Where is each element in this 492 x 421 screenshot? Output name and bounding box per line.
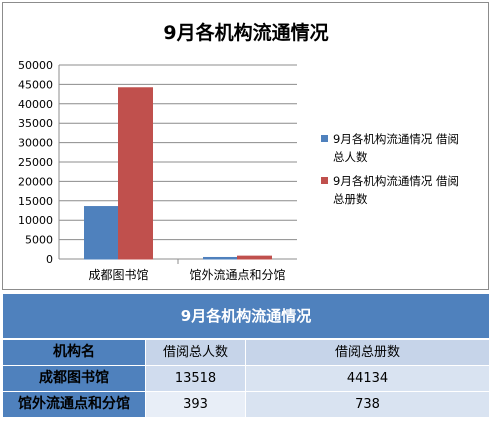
- chart-area: 9月各机构流通情况 0 5000 10000 15000 20000 25000 30000…: [2, 2, 489, 290]
- bar-readers-1: [203, 256, 238, 260]
- x-category-label: 成都图书馆: [88, 267, 148, 282]
- y-tick-label: 45000: [18, 78, 53, 91]
- y-tick-label: 10000: [18, 214, 53, 227]
- header-total-volumes: 借阅总册数: [244, 338, 491, 366]
- bar-chart: 9月各机构流通情况 0 5000 10000 15000 20000 25000 30000…: [18, 21, 459, 282]
- legend: 9月各机构流通情况 借阅 总人数 9月各机构流通情况 借阅 总册数: [321, 132, 459, 206]
- legend-swatch-volumes: [321, 177, 328, 184]
- header-total-readers: 借阅总人数: [145, 338, 246, 366]
- row-total-readers: 393: [145, 391, 246, 418]
- row-total-readers: 13518: [145, 365, 246, 392]
- table-row: 馆外流通点和分馆 393 738: [2, 391, 491, 418]
- y-tick-label: 50000: [18, 59, 53, 72]
- table-title: 9月各机构流通情况: [1, 293, 491, 340]
- bar-volumes-1: [237, 255, 272, 260]
- y-tick-label: 30000: [18, 137, 53, 150]
- table-title-row: 9月各机构流通情况: [1, 293, 491, 340]
- y-tick-label: 40000: [18, 98, 53, 111]
- row-total-volumes: 738: [244, 391, 491, 418]
- y-tick-label: 35000: [18, 117, 53, 130]
- y-tick-label: 5000: [25, 234, 53, 247]
- x-category-label: 馆外流通点和分馆: [189, 267, 285, 282]
- table-row: 成都图书馆 13518 44134: [2, 365, 491, 392]
- header-org-name: 机构名: [2, 338, 146, 366]
- row-org-name: 馆外流通点和分馆: [2, 391, 146, 418]
- legend-label-volumes-line2: 总册数: [333, 192, 368, 206]
- legend-swatch-readers: [321, 135, 328, 142]
- row-total-volumes: 44134: [244, 365, 491, 392]
- y-tick-label: 25000: [18, 156, 53, 169]
- y-tick-label: 15000: [18, 195, 53, 208]
- bar-volumes-0: [118, 87, 153, 260]
- legend-label-readers-line2: 总人数: [333, 150, 368, 164]
- table-header-row: 机构名 借阅总人数 借阅总册数: [2, 338, 491, 366]
- legend-label-readers-line1: 9月各机构流通情况 借阅: [333, 132, 459, 146]
- data-table: 9月各机构流通情况 机构名 借阅总人数 借阅总册数 成都图书馆 13518 44…: [1, 293, 491, 418]
- chart-title: 9月各机构流通情况: [163, 21, 328, 44]
- y-tick-label: 0: [46, 253, 53, 266]
- row-org-name: 成都图书馆: [2, 365, 146, 392]
- legend-label-volumes-line1: 9月各机构流通情况 借阅: [333, 174, 459, 188]
- y-tick-label: 20000: [18, 175, 53, 188]
- bar-readers-0: [84, 206, 119, 260]
